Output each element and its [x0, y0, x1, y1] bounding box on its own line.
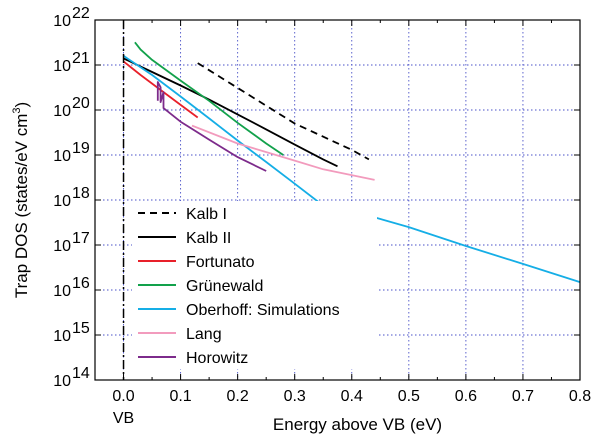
y-tick-exponent: 16: [72, 275, 90, 292]
y-tick-label: 10: [53, 13, 71, 30]
series-line-oberhoff-simulations: [122, 55, 581, 283]
y-tick-exponent: 14: [72, 365, 90, 382]
y-tick-label: 10: [53, 283, 71, 300]
series-layer: [122, 41, 581, 283]
x-tick-label: 0.2: [227, 388, 249, 405]
vb-label: VB: [113, 410, 134, 427]
legend-label: Fortunato: [186, 254, 255, 271]
y-axis-title-sup: 3: [11, 108, 23, 114]
legend-backdrop: [132, 201, 377, 225]
legend: Kalb I Kalb II Fortunato Grünewald Oberhoff:…: [132, 201, 377, 369]
x-tick-label: 0.6: [455, 388, 477, 405]
y-tick-exponent: 21: [72, 50, 90, 67]
legend-label: Oberhoff: Simulations: [186, 302, 340, 319]
y-tick-exponent: 18: [72, 185, 90, 202]
x-tick-label: 0.0: [112, 388, 134, 405]
y-tick-exponent: 15: [72, 320, 90, 337]
legend-label: Horowitz: [186, 350, 248, 367]
x-axis-title: Energy above VB (eV): [273, 415, 442, 434]
series-line-gr-newald: [134, 41, 284, 156]
y-tick-label: 10: [53, 373, 71, 390]
series-line-horowitz: [156, 81, 267, 172]
y-axis-title-end: ): [12, 102, 31, 108]
y-tick-label: 10: [53, 58, 71, 75]
x-tick-labels: 0.0 0.1 0.2 0.3 0.4 0.5 0.6 0.7 0.8: [112, 388, 591, 405]
y-tick-label: 10: [53, 148, 71, 165]
y-tick-exponent: 20: [72, 95, 90, 112]
y-axis-title-main: Trap DOS (states/eV cm: [12, 114, 31, 299]
legend-label: Kalb II: [186, 230, 231, 247]
x-tick-label: 0.4: [341, 388, 363, 405]
x-tick-label: 0.8: [569, 388, 591, 405]
x-tick-label: 0.7: [512, 388, 534, 405]
y-tick-exponent: 17: [72, 230, 90, 247]
y-tick-label: 10: [53, 103, 71, 120]
y-axis-title: Trap DOS (states/eV cm3): [11, 102, 31, 298]
legend-label: Lang: [186, 326, 222, 343]
legend-label: Kalb I: [186, 206, 227, 223]
y-tick-exponent: 22: [72, 5, 90, 22]
y-tick-label: 10: [53, 193, 71, 210]
legend-label: Grünewald: [186, 278, 263, 295]
series-line-kalb-i: [197, 62, 370, 161]
series-line-kalb-ii: [123, 57, 338, 168]
y-tick-label: 10: [53, 328, 71, 345]
x-tick-label: 0.1: [169, 388, 191, 405]
y-tick-exponent: 19: [72, 140, 90, 157]
axis-ticks: [94, 19, 581, 381]
y-tick-label: 10: [53, 238, 71, 255]
x-tick-label: 0.5: [398, 388, 420, 405]
series-line-lang: [191, 124, 375, 181]
x-tick-label: 0.3: [284, 388, 306, 405]
